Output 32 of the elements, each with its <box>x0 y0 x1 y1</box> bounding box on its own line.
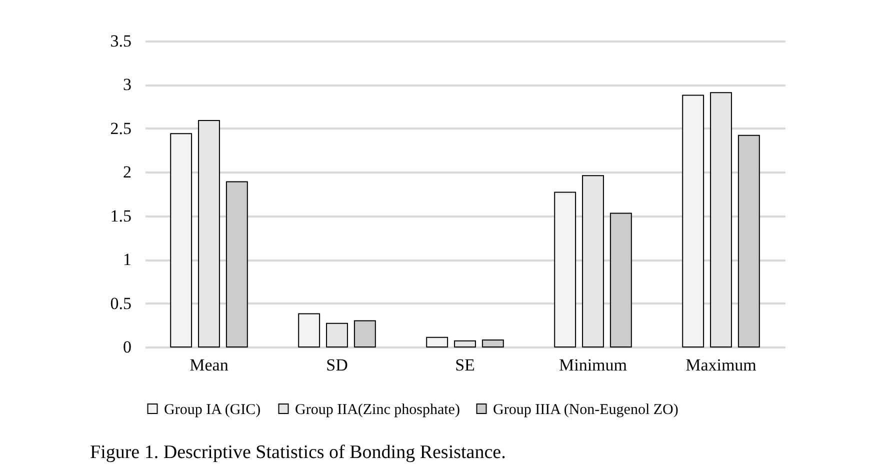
bar <box>710 92 732 348</box>
y-tick-label: 2.5 <box>110 118 132 138</box>
bar <box>682 94 704 348</box>
y-tick-label: 1.5 <box>110 206 132 226</box>
bar <box>298 313 320 348</box>
bar <box>554 192 576 348</box>
y-tick-label: 3.5 <box>110 32 132 50</box>
bar <box>326 322 348 348</box>
y-tick-label: 0 <box>123 338 132 356</box>
bar <box>426 336 448 348</box>
bar <box>170 133 192 348</box>
legend-label: Group IIIA (Non-Eugenol ZO) <box>493 402 678 418</box>
x-tick-label: Mean <box>190 356 229 374</box>
y-tick-label: 3 <box>123 75 132 94</box>
y-tick-label: 2 <box>123 162 132 182</box>
y-tick-label: 1 <box>123 250 132 270</box>
legend-label: Group IIA(Zinc phosphate) <box>295 402 460 418</box>
bar <box>226 181 248 348</box>
bar <box>198 120 220 348</box>
y-tick-label: 0.5 <box>110 294 132 313</box>
x-tick-label: Minimum <box>558 356 628 374</box>
bar <box>610 212 632 348</box>
bar <box>582 175 604 348</box>
x-tick-label: SD <box>326 356 348 374</box>
bar <box>354 320 376 348</box>
legend-label: Group IA (GIC) <box>164 402 261 418</box>
bar <box>454 340 476 348</box>
x-tick-label: Maximum <box>686 356 756 374</box>
x-tick-label: SE <box>455 356 475 374</box>
bar <box>482 340 504 348</box>
caption: Figure 1. Descriptive Statistics of Bonding Resistance. <box>90 442 506 463</box>
bar <box>738 134 760 348</box>
